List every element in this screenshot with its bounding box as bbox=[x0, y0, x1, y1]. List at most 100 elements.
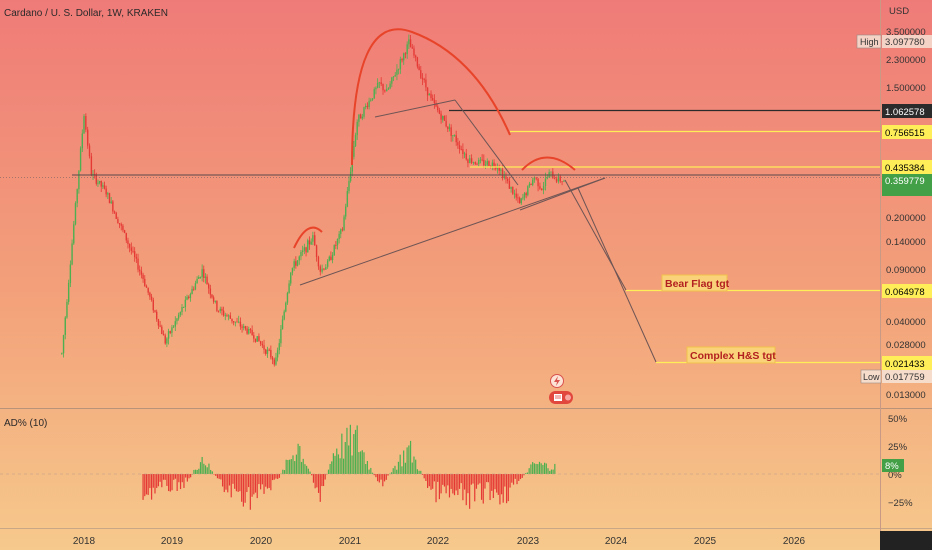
candle-body bbox=[404, 53, 407, 55]
candle-body bbox=[553, 178, 556, 180]
svg-text:8%: 8% bbox=[885, 461, 899, 472]
candle-body bbox=[530, 183, 532, 185]
candle-body bbox=[217, 310, 220, 312]
candle-body bbox=[275, 357, 277, 365]
candle-body bbox=[420, 70, 422, 78]
lightning-icon[interactable] bbox=[550, 374, 564, 388]
ad-bar bbox=[206, 467, 208, 474]
candle-body bbox=[376, 82, 379, 88]
candle-body bbox=[406, 44, 408, 55]
ad-bar bbox=[428, 474, 430, 487]
ad-bar bbox=[168, 474, 170, 492]
candle-body bbox=[450, 127, 452, 137]
candle-body bbox=[384, 90, 386, 92]
candle-body bbox=[331, 255, 334, 261]
ad-bar bbox=[540, 463, 542, 474]
candle-body bbox=[232, 321, 235, 323]
price-tick: 0.090000 bbox=[886, 265, 926, 276]
time-axis: 2018 2019 2020 2021 2022 2023 2024 2025 … bbox=[73, 536, 806, 547]
candle-body bbox=[161, 326, 163, 335]
candle-body bbox=[527, 186, 529, 196]
candle-body bbox=[270, 349, 272, 358]
candle-body bbox=[506, 178, 509, 182]
candle-body bbox=[144, 278, 146, 286]
svg-text:0.017759: 0.017759 bbox=[885, 372, 925, 383]
candle-body bbox=[179, 312, 182, 315]
candle-body bbox=[259, 341, 262, 344]
ad-bar bbox=[500, 474, 503, 495]
candle-body bbox=[542, 186, 545, 191]
candle-body bbox=[76, 189, 78, 204]
ad-bar bbox=[169, 474, 171, 492]
candlestick-series bbox=[61, 34, 565, 367]
candle-body bbox=[478, 159, 480, 165]
corner-button[interactable] bbox=[880, 531, 932, 550]
ad-bar bbox=[371, 472, 374, 474]
ad-bar bbox=[149, 474, 151, 489]
candle-body bbox=[74, 203, 77, 225]
ad-bar bbox=[467, 474, 469, 494]
candle-body bbox=[433, 99, 436, 104]
ad-bar bbox=[309, 471, 311, 474]
ad-bar bbox=[211, 471, 213, 474]
candle-body bbox=[78, 170, 80, 190]
ad-bar bbox=[516, 474, 518, 485]
candle-body bbox=[382, 84, 384, 91]
indicator-tick: 0% bbox=[888, 470, 902, 481]
candle-body bbox=[448, 127, 451, 129]
candle-body bbox=[103, 185, 106, 189]
candle-body bbox=[525, 193, 527, 196]
candle-body bbox=[280, 329, 282, 344]
candle-body bbox=[152, 299, 154, 311]
candle-body bbox=[333, 245, 335, 256]
ad-bar bbox=[377, 474, 379, 482]
candle-body bbox=[105, 188, 107, 195]
level-badge-5: 0.021433 bbox=[882, 356, 932, 370]
candle-body bbox=[481, 159, 483, 161]
candle-body bbox=[209, 288, 212, 295]
svg-text:1.062578: 1.062578 bbox=[885, 107, 925, 118]
ad-bar bbox=[186, 474, 188, 482]
ad-bar bbox=[198, 468, 200, 474]
ad-bar bbox=[161, 474, 163, 488]
candle-body bbox=[325, 267, 327, 270]
candle-body bbox=[399, 59, 402, 70]
ad-bar bbox=[241, 474, 243, 502]
candle-body bbox=[438, 110, 441, 114]
candle-body bbox=[348, 181, 350, 192]
ad-bar bbox=[292, 455, 294, 474]
candle-body bbox=[479, 159, 482, 161]
level-badge-3: 0.435384 bbox=[882, 160, 932, 174]
candle-body bbox=[486, 161, 488, 165]
level-badge-1: 1.062578 bbox=[882, 104, 932, 118]
ad-bar bbox=[487, 474, 489, 483]
candle-body bbox=[391, 77, 393, 84]
news-icon[interactable] bbox=[549, 391, 573, 404]
candle-body bbox=[140, 271, 143, 275]
candle-body bbox=[470, 158, 473, 163]
candle-body bbox=[227, 315, 230, 317]
candle-body bbox=[467, 159, 469, 164]
ad-bar bbox=[460, 474, 462, 484]
indicator-tick: −25% bbox=[888, 498, 913, 509]
candle-body bbox=[182, 307, 185, 308]
ad-bar bbox=[162, 474, 165, 480]
ad-bar bbox=[321, 474, 323, 487]
ad-bar bbox=[455, 474, 457, 491]
ad-bar bbox=[406, 447, 408, 474]
bear-flag-label-box bbox=[661, 274, 728, 292]
candle-body bbox=[145, 285, 148, 288]
ad-bar bbox=[507, 474, 509, 502]
ad-bar bbox=[190, 474, 192, 478]
ad-bar bbox=[260, 474, 262, 490]
ad-bar bbox=[156, 474, 158, 488]
ad-bar bbox=[208, 463, 210, 474]
ad-bar bbox=[164, 474, 166, 480]
candle-body bbox=[276, 350, 279, 358]
candle-body bbox=[69, 264, 72, 283]
ad-bar bbox=[302, 458, 304, 474]
ad-bar bbox=[385, 474, 387, 480]
candle-body bbox=[533, 177, 536, 180]
candle-body bbox=[469, 158, 471, 164]
candle-body bbox=[555, 179, 558, 182]
